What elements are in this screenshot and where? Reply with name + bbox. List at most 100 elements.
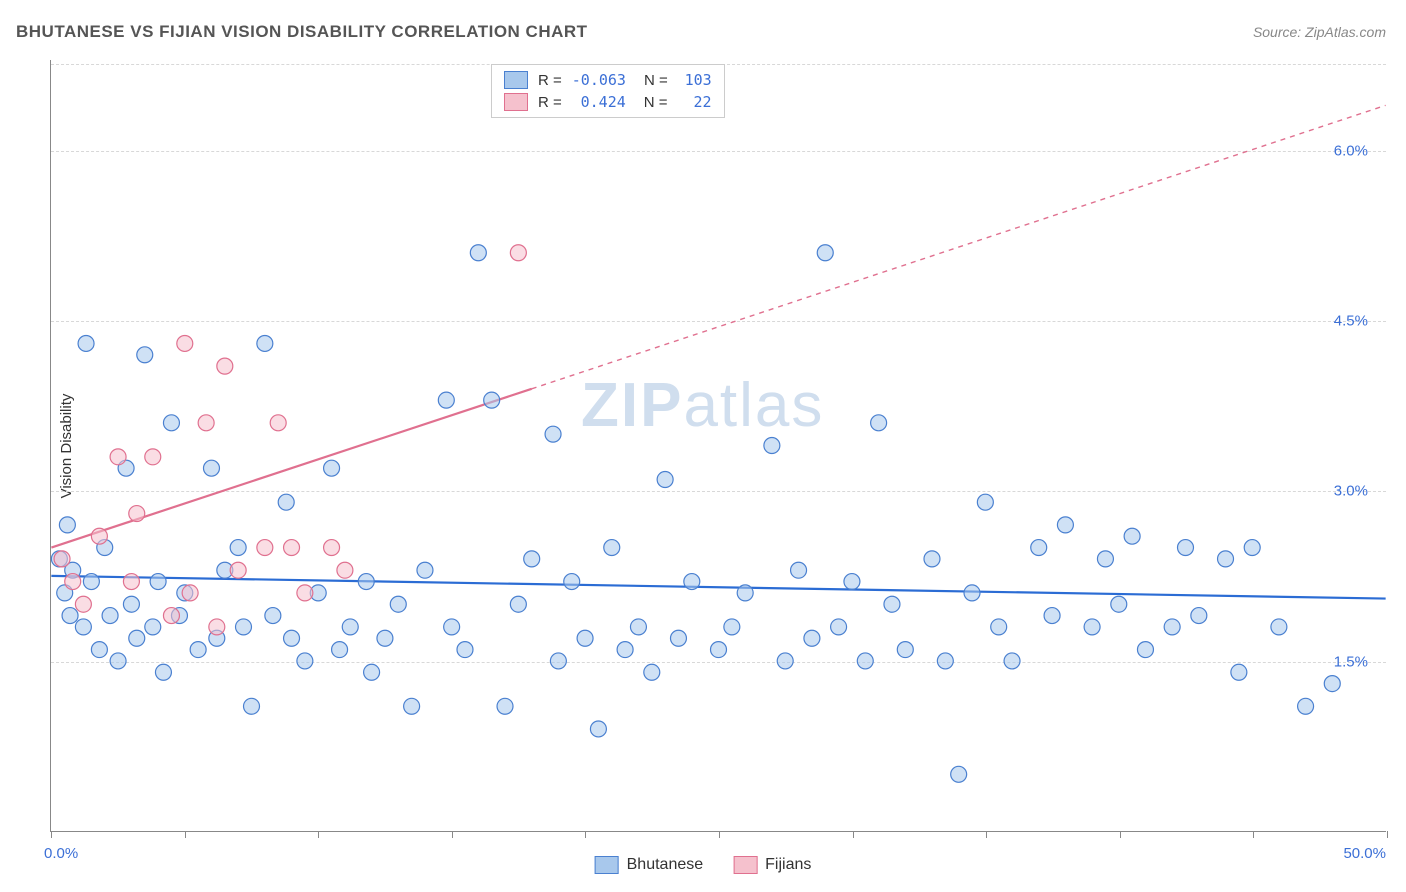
data-point: [54, 551, 70, 567]
y-tick-label: 4.5%: [1334, 313, 1368, 330]
data-point: [324, 540, 340, 556]
data-point: [524, 551, 540, 567]
y-tick-label: 6.0%: [1334, 142, 1368, 159]
legend-item: Bhutanese: [595, 856, 704, 874]
data-point: [83, 574, 99, 590]
data-point: [1324, 676, 1340, 692]
data-point: [209, 619, 225, 635]
data-point: [1244, 540, 1260, 556]
legend-item: Fijians: [733, 856, 811, 874]
data-point: [337, 562, 353, 578]
data-point: [977, 494, 993, 510]
data-point: [1084, 619, 1100, 635]
legend-label: Fijians: [765, 856, 811, 874]
data-point: [630, 619, 646, 635]
data-point: [1031, 540, 1047, 556]
data-point: [265, 608, 281, 624]
data-point: [230, 540, 246, 556]
data-point: [951, 766, 967, 782]
legend-swatch: [733, 856, 757, 874]
data-point: [217, 358, 233, 374]
data-point: [644, 664, 660, 680]
data-point: [75, 619, 91, 635]
data-point: [684, 574, 700, 590]
data-point: [737, 585, 753, 601]
source-label: Source: ZipAtlas.com: [1253, 24, 1386, 40]
data-point: [844, 574, 860, 590]
data-point: [390, 596, 406, 612]
data-point: [75, 596, 91, 612]
data-point: [163, 608, 179, 624]
x-tick: [853, 831, 854, 838]
data-point: [817, 245, 833, 261]
data-point: [129, 506, 145, 522]
data-point: [991, 619, 1007, 635]
data-point: [297, 653, 313, 669]
data-point: [91, 642, 107, 658]
data-point: [404, 698, 420, 714]
data-point: [91, 528, 107, 544]
x-tick: [1253, 831, 1254, 838]
data-point: [145, 449, 161, 465]
data-point: [1178, 540, 1194, 556]
data-point: [110, 449, 126, 465]
chart-container: BHUTANESE VS FIJIAN VISION DISABILITY CO…: [0, 0, 1406, 892]
data-point: [711, 642, 727, 658]
data-point: [964, 585, 980, 601]
data-point: [1057, 517, 1073, 533]
chart-title: BHUTANESE VS FIJIAN VISION DISABILITY CO…: [16, 22, 588, 42]
series-legend: Bhutanese Fijians: [595, 856, 812, 874]
data-point: [545, 426, 561, 442]
data-point: [78, 335, 94, 351]
scatter-svg: [51, 60, 1386, 831]
trend-line: [51, 576, 1385, 599]
data-point: [897, 642, 913, 658]
data-point: [342, 619, 358, 635]
data-point: [937, 653, 953, 669]
data-point: [102, 608, 118, 624]
data-point: [203, 460, 219, 476]
data-point: [1231, 664, 1247, 680]
data-point: [510, 596, 526, 612]
data-point: [670, 630, 686, 646]
data-point: [297, 585, 313, 601]
x-axis-max: 50.0%: [1343, 845, 1386, 862]
data-point: [230, 562, 246, 578]
data-point: [324, 460, 340, 476]
data-point: [190, 642, 206, 658]
data-point: [270, 415, 286, 431]
data-point: [123, 596, 139, 612]
x-tick: [51, 831, 52, 838]
data-point: [924, 551, 940, 567]
data-point: [332, 642, 348, 658]
data-point: [110, 653, 126, 669]
data-point: [484, 392, 500, 408]
data-point: [884, 596, 900, 612]
data-point: [1111, 596, 1127, 612]
x-tick: [1387, 831, 1388, 838]
data-point: [764, 438, 780, 454]
data-point: [871, 415, 887, 431]
data-point: [1218, 551, 1234, 567]
trend-line-dashed: [532, 105, 1386, 388]
data-point: [1271, 619, 1287, 635]
data-point: [150, 574, 166, 590]
data-point: [257, 540, 273, 556]
data-point: [470, 245, 486, 261]
data-point: [244, 698, 260, 714]
data-point: [1044, 608, 1060, 624]
data-point: [59, 517, 75, 533]
data-point: [1124, 528, 1140, 544]
data-point: [1097, 551, 1113, 567]
data-point: [777, 653, 793, 669]
data-point: [129, 630, 145, 646]
data-point: [590, 721, 606, 737]
data-point: [857, 653, 873, 669]
legend-label: Bhutanese: [627, 856, 704, 874]
x-tick: [719, 831, 720, 838]
data-point: [577, 630, 593, 646]
data-point: [145, 619, 161, 635]
data-point: [137, 347, 153, 363]
x-tick: [452, 831, 453, 838]
data-point: [1298, 698, 1314, 714]
